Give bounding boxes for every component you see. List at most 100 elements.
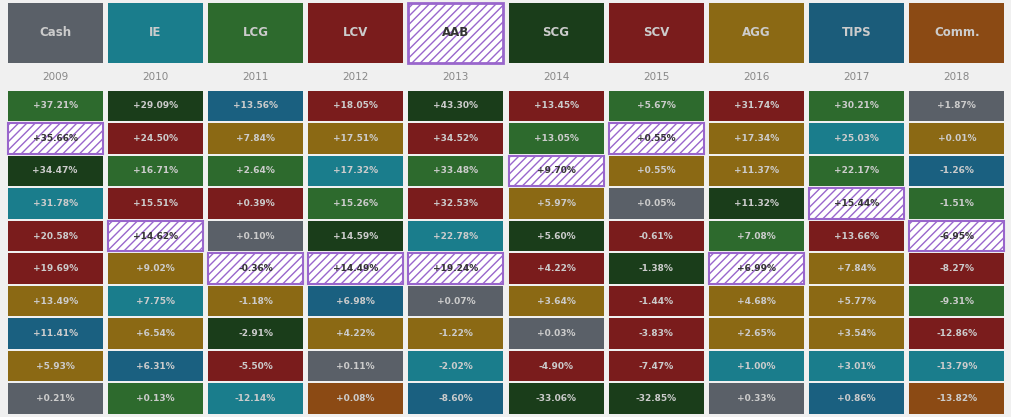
FancyBboxPatch shape xyxy=(108,384,202,414)
Text: Comm.: Comm. xyxy=(933,26,979,40)
FancyBboxPatch shape xyxy=(708,254,803,284)
Text: +19.24%: +19.24% xyxy=(433,264,478,273)
Text: +7.08%: +7.08% xyxy=(736,231,775,241)
FancyBboxPatch shape xyxy=(108,254,202,284)
Text: +6.31%: +6.31% xyxy=(135,362,175,371)
FancyBboxPatch shape xyxy=(108,319,202,349)
Text: -8.60%: -8.60% xyxy=(438,394,473,403)
Text: +13.56%: +13.56% xyxy=(233,101,278,111)
Text: +0.05%: +0.05% xyxy=(636,199,675,208)
Text: TIPS: TIPS xyxy=(841,26,870,40)
Text: -8.27%: -8.27% xyxy=(938,264,974,273)
Text: +4.22%: +4.22% xyxy=(336,329,375,338)
Text: +19.69%: +19.69% xyxy=(32,264,78,273)
Text: +15.26%: +15.26% xyxy=(333,199,378,208)
FancyBboxPatch shape xyxy=(408,351,503,382)
FancyBboxPatch shape xyxy=(208,3,303,63)
Text: -3.83%: -3.83% xyxy=(638,329,673,338)
FancyBboxPatch shape xyxy=(108,91,202,121)
Text: IE: IE xyxy=(149,26,162,40)
FancyBboxPatch shape xyxy=(8,254,103,284)
FancyBboxPatch shape xyxy=(708,286,803,317)
Text: -13.79%: -13.79% xyxy=(935,362,977,371)
FancyBboxPatch shape xyxy=(408,123,503,154)
FancyBboxPatch shape xyxy=(609,221,704,251)
FancyBboxPatch shape xyxy=(108,221,202,251)
FancyBboxPatch shape xyxy=(8,351,103,382)
FancyBboxPatch shape xyxy=(508,156,603,186)
Text: +5.97%: +5.97% xyxy=(536,199,575,208)
FancyBboxPatch shape xyxy=(508,123,603,154)
FancyBboxPatch shape xyxy=(609,188,704,219)
Text: +0.86%: +0.86% xyxy=(836,394,876,403)
FancyBboxPatch shape xyxy=(809,188,904,219)
FancyBboxPatch shape xyxy=(609,254,704,284)
FancyBboxPatch shape xyxy=(408,254,503,284)
FancyBboxPatch shape xyxy=(708,91,803,121)
Text: AGG: AGG xyxy=(741,26,770,40)
FancyBboxPatch shape xyxy=(408,221,503,251)
Text: +5.67%: +5.67% xyxy=(636,101,675,111)
FancyBboxPatch shape xyxy=(8,91,103,121)
Text: +11.37%: +11.37% xyxy=(733,166,778,176)
Text: +0.21%: +0.21% xyxy=(35,394,75,403)
FancyBboxPatch shape xyxy=(8,384,103,414)
FancyBboxPatch shape xyxy=(308,254,403,284)
Text: -2.02%: -2.02% xyxy=(438,362,473,371)
Text: +32.53%: +32.53% xyxy=(433,199,478,208)
Text: -12.86%: -12.86% xyxy=(935,329,977,338)
FancyBboxPatch shape xyxy=(908,319,1003,349)
FancyBboxPatch shape xyxy=(208,384,303,414)
FancyBboxPatch shape xyxy=(809,156,904,186)
FancyBboxPatch shape xyxy=(408,319,503,349)
Text: -12.14%: -12.14% xyxy=(235,394,276,403)
Text: SCV: SCV xyxy=(642,26,669,40)
Text: +0.55%: +0.55% xyxy=(636,134,675,143)
Text: -1.38%: -1.38% xyxy=(638,264,673,273)
Text: -32.85%: -32.85% xyxy=(635,394,676,403)
Text: +34.52%: +34.52% xyxy=(433,134,478,143)
Text: +17.32%: +17.32% xyxy=(333,166,378,176)
FancyBboxPatch shape xyxy=(108,188,202,219)
FancyBboxPatch shape xyxy=(8,156,103,186)
Text: +0.03%: +0.03% xyxy=(536,329,575,338)
Text: 2016: 2016 xyxy=(742,72,769,82)
FancyBboxPatch shape xyxy=(8,3,103,63)
Text: +22.78%: +22.78% xyxy=(433,231,478,241)
FancyBboxPatch shape xyxy=(609,286,704,317)
Text: +20.58%: +20.58% xyxy=(32,231,78,241)
FancyBboxPatch shape xyxy=(308,319,403,349)
Text: SCG: SCG xyxy=(542,26,569,40)
FancyBboxPatch shape xyxy=(609,91,704,121)
Text: +30.21%: +30.21% xyxy=(833,101,879,111)
Text: +0.13%: +0.13% xyxy=(135,394,175,403)
FancyBboxPatch shape xyxy=(908,91,1003,121)
FancyBboxPatch shape xyxy=(708,319,803,349)
Text: 2017: 2017 xyxy=(842,72,869,82)
Text: +9.70%: +9.70% xyxy=(536,166,575,176)
FancyBboxPatch shape xyxy=(408,286,503,317)
Text: +0.07%: +0.07% xyxy=(436,296,475,306)
Text: +9.02%: +9.02% xyxy=(135,264,175,273)
FancyBboxPatch shape xyxy=(308,156,403,186)
Text: 2015: 2015 xyxy=(642,72,669,82)
FancyBboxPatch shape xyxy=(609,351,704,382)
FancyBboxPatch shape xyxy=(408,188,503,219)
Text: +7.75%: +7.75% xyxy=(135,296,175,306)
FancyBboxPatch shape xyxy=(609,123,704,154)
Text: +0.10%: +0.10% xyxy=(236,231,275,241)
Text: +5.60%: +5.60% xyxy=(536,231,575,241)
Text: +6.99%: +6.99% xyxy=(736,264,775,273)
FancyBboxPatch shape xyxy=(308,123,403,154)
Text: +0.55%: +0.55% xyxy=(636,166,675,176)
Text: +24.50%: +24.50% xyxy=(132,134,178,143)
Text: +3.54%: +3.54% xyxy=(836,329,876,338)
FancyBboxPatch shape xyxy=(708,3,803,63)
Text: +22.17%: +22.17% xyxy=(833,166,879,176)
Text: +33.48%: +33.48% xyxy=(433,166,478,176)
Text: +29.09%: +29.09% xyxy=(132,101,178,111)
FancyBboxPatch shape xyxy=(508,254,603,284)
Text: -1.44%: -1.44% xyxy=(638,296,673,306)
FancyBboxPatch shape xyxy=(908,254,1003,284)
Text: +13.05%: +13.05% xyxy=(533,134,578,143)
